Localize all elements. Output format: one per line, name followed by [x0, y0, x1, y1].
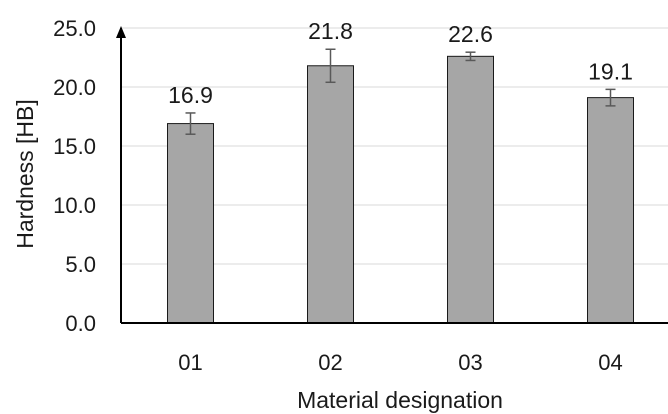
- y-tick-label: 5.0: [65, 252, 96, 277]
- data-label: 19.1: [588, 58, 633, 84]
- x-tick-label: 03: [458, 350, 482, 375]
- axes: [116, 26, 668, 324]
- error-bar: [325, 48, 336, 84]
- bar: [447, 55, 494, 324]
- bar: [167, 123, 214, 324]
- y-tick-label: 15.0: [53, 134, 96, 159]
- bars: [167, 55, 634, 324]
- x-tick-label: 04: [598, 350, 622, 375]
- y-tick-labels: 0.0 5.0 10.0 15.0 20.0 25.0: [53, 16, 96, 336]
- error-bar: [185, 112, 196, 135]
- x-tick-labels: 01 02 03 04: [178, 350, 622, 375]
- y-tick-label: 20.0: [53, 75, 96, 100]
- bar: [587, 97, 634, 324]
- y-tick-label: 10.0: [53, 193, 96, 218]
- error-bar: [605, 88, 616, 107]
- bar: [307, 65, 354, 324]
- data-label: 22.6: [448, 21, 493, 47]
- error-bars: [185, 48, 616, 135]
- data-label: 21.8: [308, 18, 353, 44]
- data-labels: 16.9 21.8 22.6 19.1: [168, 18, 633, 108]
- x-tick-label: 01: [178, 350, 202, 375]
- x-axis-title: Material designation: [297, 387, 503, 413]
- x-tick-label: 02: [318, 350, 342, 375]
- y-axis-title: Hardness [HB]: [12, 99, 38, 249]
- y-tick-label: 0.0: [65, 311, 96, 336]
- y-tick-label: 25.0: [53, 16, 96, 41]
- data-label: 16.9: [168, 82, 213, 108]
- error-bar: [465, 51, 476, 62]
- y-axis-arrow: [116, 26, 126, 38]
